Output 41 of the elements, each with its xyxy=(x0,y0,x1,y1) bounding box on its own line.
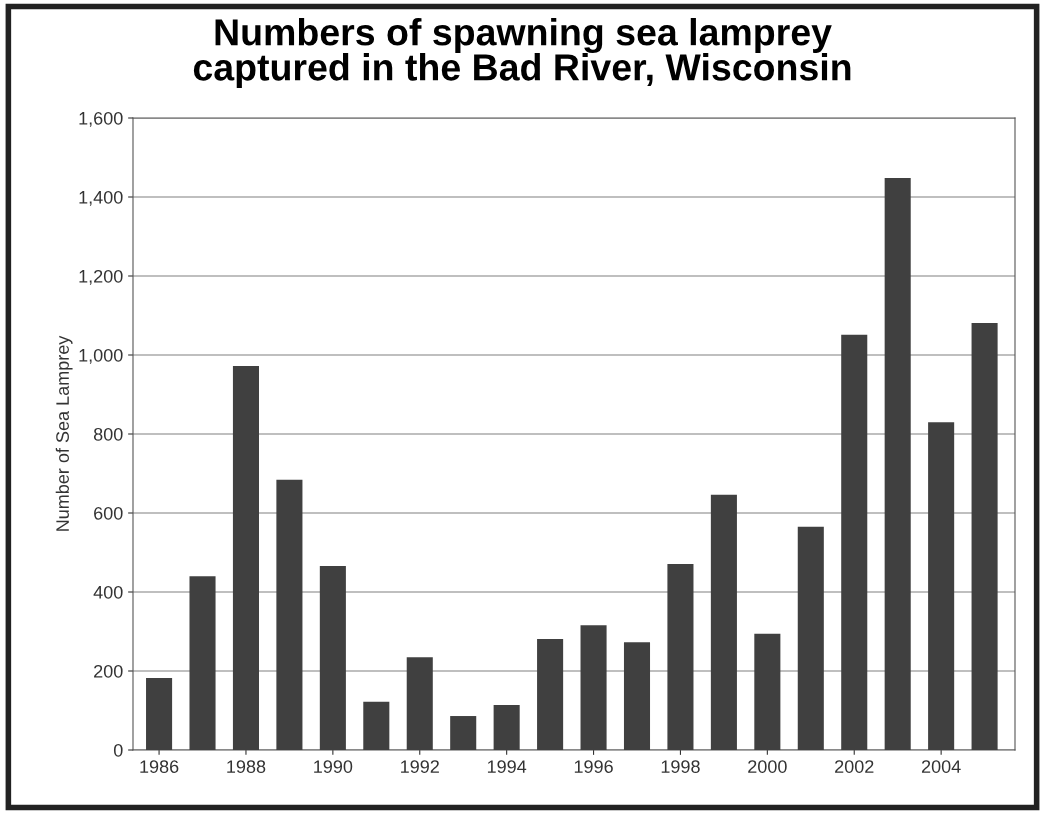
x-tick-label: 2002 xyxy=(835,760,874,773)
y-tick-label: 1,400 xyxy=(79,190,123,206)
y-tick-label: 1,600 xyxy=(79,111,123,127)
bar xyxy=(971,323,998,750)
bar xyxy=(276,479,303,750)
y-tick-label: 0 xyxy=(113,743,123,757)
bar xyxy=(406,657,433,750)
bar xyxy=(667,563,694,750)
bar xyxy=(537,639,564,750)
y-tick-label: 800 xyxy=(93,427,123,441)
bar xyxy=(363,701,390,750)
bar xyxy=(189,576,216,750)
y-axis-title: Number of Sea Lamprey xyxy=(55,335,73,531)
bar xyxy=(623,642,651,750)
bar xyxy=(710,494,737,750)
y-tick-label: 200 xyxy=(94,664,123,678)
y-tick-label: 1,000 xyxy=(79,348,123,364)
bar xyxy=(493,704,520,750)
chart-title: Numbers of spawning sea lamprey captured in the Bad River, Wisconsin xyxy=(193,18,851,89)
x-tick-label: 1998 xyxy=(661,760,700,773)
x-tick-label: 2000 xyxy=(748,760,787,773)
bar xyxy=(146,678,173,750)
x-tick-label: 2004 xyxy=(921,760,961,773)
bar xyxy=(450,716,477,750)
x-tick-label: 1990 xyxy=(314,760,353,773)
bar xyxy=(841,334,868,750)
bar xyxy=(797,526,824,750)
x-tick-label: 1986 xyxy=(140,760,179,773)
x-tick-label: 1988 xyxy=(227,760,266,773)
bar xyxy=(319,565,346,750)
y-tick-label: 400 xyxy=(93,585,123,599)
bar xyxy=(928,422,955,750)
bar xyxy=(580,625,607,750)
y-tick-label: 600 xyxy=(94,506,123,520)
y-tick-label: 1,200 xyxy=(79,269,123,285)
bar xyxy=(232,366,259,750)
x-tick-label: 1992 xyxy=(401,760,439,773)
x-tick-label: 1996 xyxy=(574,760,613,773)
bar xyxy=(754,633,781,750)
bar xyxy=(884,178,911,750)
x-tick-label: 1994 xyxy=(487,760,527,773)
